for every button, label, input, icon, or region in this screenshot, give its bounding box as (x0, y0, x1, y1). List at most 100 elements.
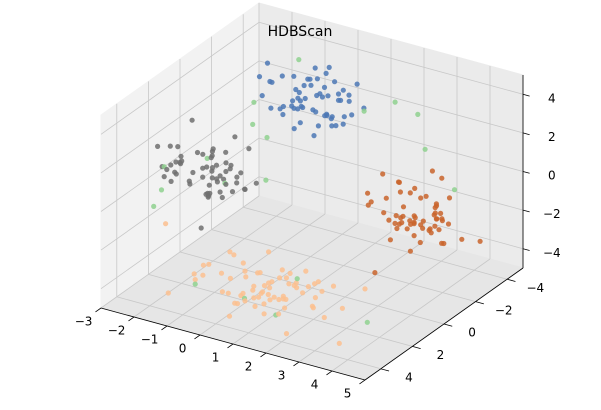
cluster-3-point (397, 189, 403, 195)
cluster-0-point (280, 111, 286, 118)
z-tick-mark (522, 93, 530, 97)
cluster-2-point (240, 290, 246, 296)
cluster-2-point (261, 283, 268, 289)
cluster-2-point (294, 285, 300, 291)
cluster-3-point (429, 168, 435, 174)
cluster-0-point (279, 73, 285, 79)
noise-point (263, 177, 269, 183)
cluster-3-point (434, 216, 440, 222)
cluster-2-point (336, 340, 342, 346)
cluster-3-point (365, 190, 371, 196)
cluster-2-point (283, 296, 289, 302)
cluster-3-point (477, 238, 483, 244)
cluster-0-point (264, 60, 271, 66)
cluster-0-point (296, 89, 302, 96)
cluster-0-point (295, 106, 301, 112)
cluster-0-point (302, 95, 308, 102)
gridline-z (258, 137, 524, 211)
gridline-z (100, 137, 260, 251)
cluster-3-point (394, 225, 400, 232)
cluster-2-point (266, 249, 272, 255)
cluster-2-point (250, 287, 256, 293)
cluster-2-point (200, 262, 206, 268)
cluster-1-point (217, 189, 223, 195)
cluster-3-point (439, 175, 445, 181)
cluster-0-point (311, 133, 317, 139)
cluster-2-point (242, 298, 248, 304)
z-tick-label: 2 (548, 130, 556, 144)
noise-point (192, 281, 198, 287)
cluster-0-point (291, 126, 297, 132)
cluster-1-point (200, 174, 206, 180)
cluster-0-point (326, 64, 332, 70)
noise-point (451, 187, 458, 193)
y-tick-label: −4 (526, 281, 544, 295)
y-tick-mark (475, 301, 484, 305)
cluster-0-point (323, 70, 329, 76)
cluster-0-point (297, 120, 303, 126)
cluster-3-point (439, 216, 445, 222)
cluster-0-point (293, 86, 299, 93)
noise-point (264, 134, 270, 141)
x-tick-mark (95, 307, 102, 313)
cluster-0-point (346, 92, 352, 98)
cluster-0-point (329, 114, 335, 120)
cluster-1-point (229, 189, 236, 195)
cluster-3-point (404, 226, 410, 232)
cluster-3-point (372, 270, 378, 276)
cluster-0-point (324, 111, 330, 117)
cluster-1-point (189, 117, 195, 123)
cluster-0-point (313, 109, 319, 115)
cluster-3-point (368, 199, 374, 205)
y-tick-label: 0 (468, 326, 476, 340)
z-tick-label: −4 (543, 246, 561, 260)
noise-point (392, 99, 398, 105)
cluster-3-point (428, 230, 434, 236)
cluster-3-point (423, 193, 429, 199)
cluster-0-point (290, 98, 296, 104)
cluster-3-point (381, 210, 387, 216)
cluster-0-point (338, 97, 344, 103)
cluster-0-point (354, 81, 360, 87)
cluster-2-point (251, 295, 257, 301)
cluster-3-point (446, 195, 453, 201)
cluster-0-point (315, 123, 321, 129)
cluster-1-point (228, 162, 234, 168)
cluster-2-point (192, 277, 198, 283)
cluster-3-point (432, 223, 438, 229)
cluster-1-point (155, 143, 161, 149)
cluster-3-point (417, 239, 423, 246)
cluster-0-point (333, 123, 339, 129)
cluster-2-point (163, 221, 169, 227)
cluster-1-point (209, 175, 215, 181)
y-tick-mark (507, 278, 516, 282)
cluster-2-point (283, 275, 289, 281)
cluster-1-point (175, 144, 181, 150)
cluster-1-point (217, 173, 223, 179)
gridline-y (148, 274, 413, 347)
y-tick-mark (443, 323, 453, 327)
gridline-z (258, 60, 524, 134)
cluster-0-point (291, 73, 297, 79)
x-tick-label: −2 (108, 323, 126, 337)
cluster-2-point (200, 272, 206, 278)
cluster-3-point (418, 195, 424, 201)
x-tick-label: −3 (75, 314, 93, 328)
cluster-3-point (441, 240, 447, 247)
cluster-3-point (412, 215, 418, 221)
z-tick-label: 0 (548, 169, 556, 183)
cluster-2-point (330, 283, 337, 289)
y-tick-label: −2 (495, 303, 513, 317)
noise-point (296, 57, 302, 63)
cluster-2-point (256, 294, 262, 300)
cluster-1-point (223, 160, 229, 166)
cluster-0-point (268, 105, 274, 111)
gridline-z (100, 21, 260, 135)
noise-point (250, 121, 256, 127)
cluster-2-point (277, 275, 283, 281)
cluster-1-point (190, 169, 196, 176)
cluster-2-point (252, 303, 258, 309)
cluster-1-point (209, 153, 215, 159)
x-tick-mark (194, 334, 201, 340)
